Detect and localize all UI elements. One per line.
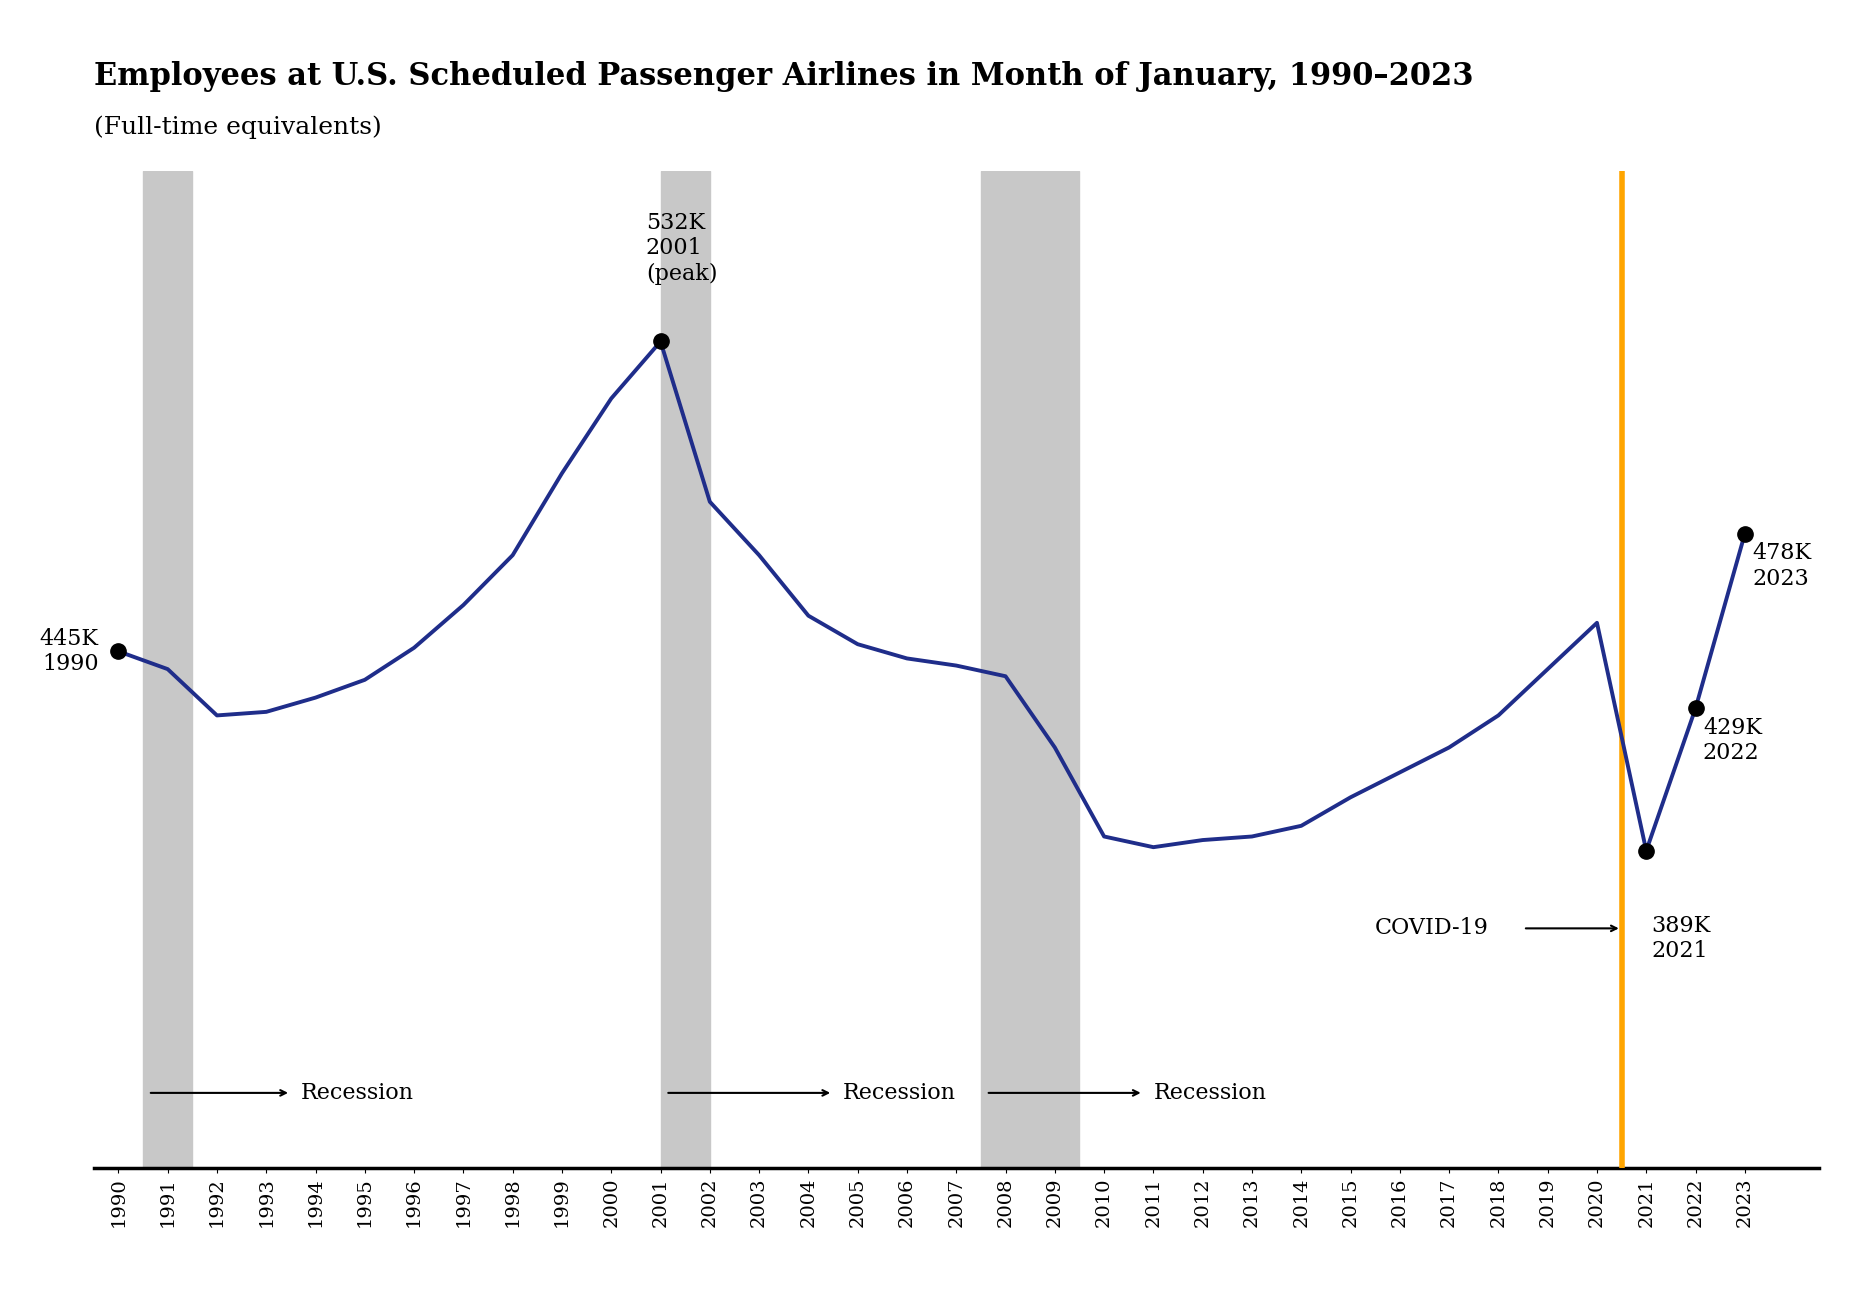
Text: 478K
2023: 478K 2023 <box>1753 542 1811 589</box>
Bar <box>660 171 711 1168</box>
Text: 532K
2001
(peak): 532K 2001 (peak) <box>645 211 718 285</box>
Text: (Full-time equivalents): (Full-time equivalents) <box>94 115 381 139</box>
Bar <box>142 171 193 1168</box>
Text: Recession: Recession <box>1153 1082 1266 1103</box>
Text: 445K
1990: 445K 1990 <box>39 627 99 674</box>
Text: Employees at U.S. Scheduled Passenger Airlines in Month of January, 1990–2023: Employees at U.S. Scheduled Passenger Ai… <box>94 62 1474 92</box>
Text: Recession: Recession <box>300 1082 414 1103</box>
Text: COVID-19: COVID-19 <box>1374 917 1489 939</box>
Text: 389K
2021: 389K 2021 <box>1652 914 1710 962</box>
Bar <box>981 171 1080 1168</box>
Text: 429K
2022: 429K 2022 <box>1702 716 1762 764</box>
Text: Recession: Recession <box>844 1082 956 1103</box>
